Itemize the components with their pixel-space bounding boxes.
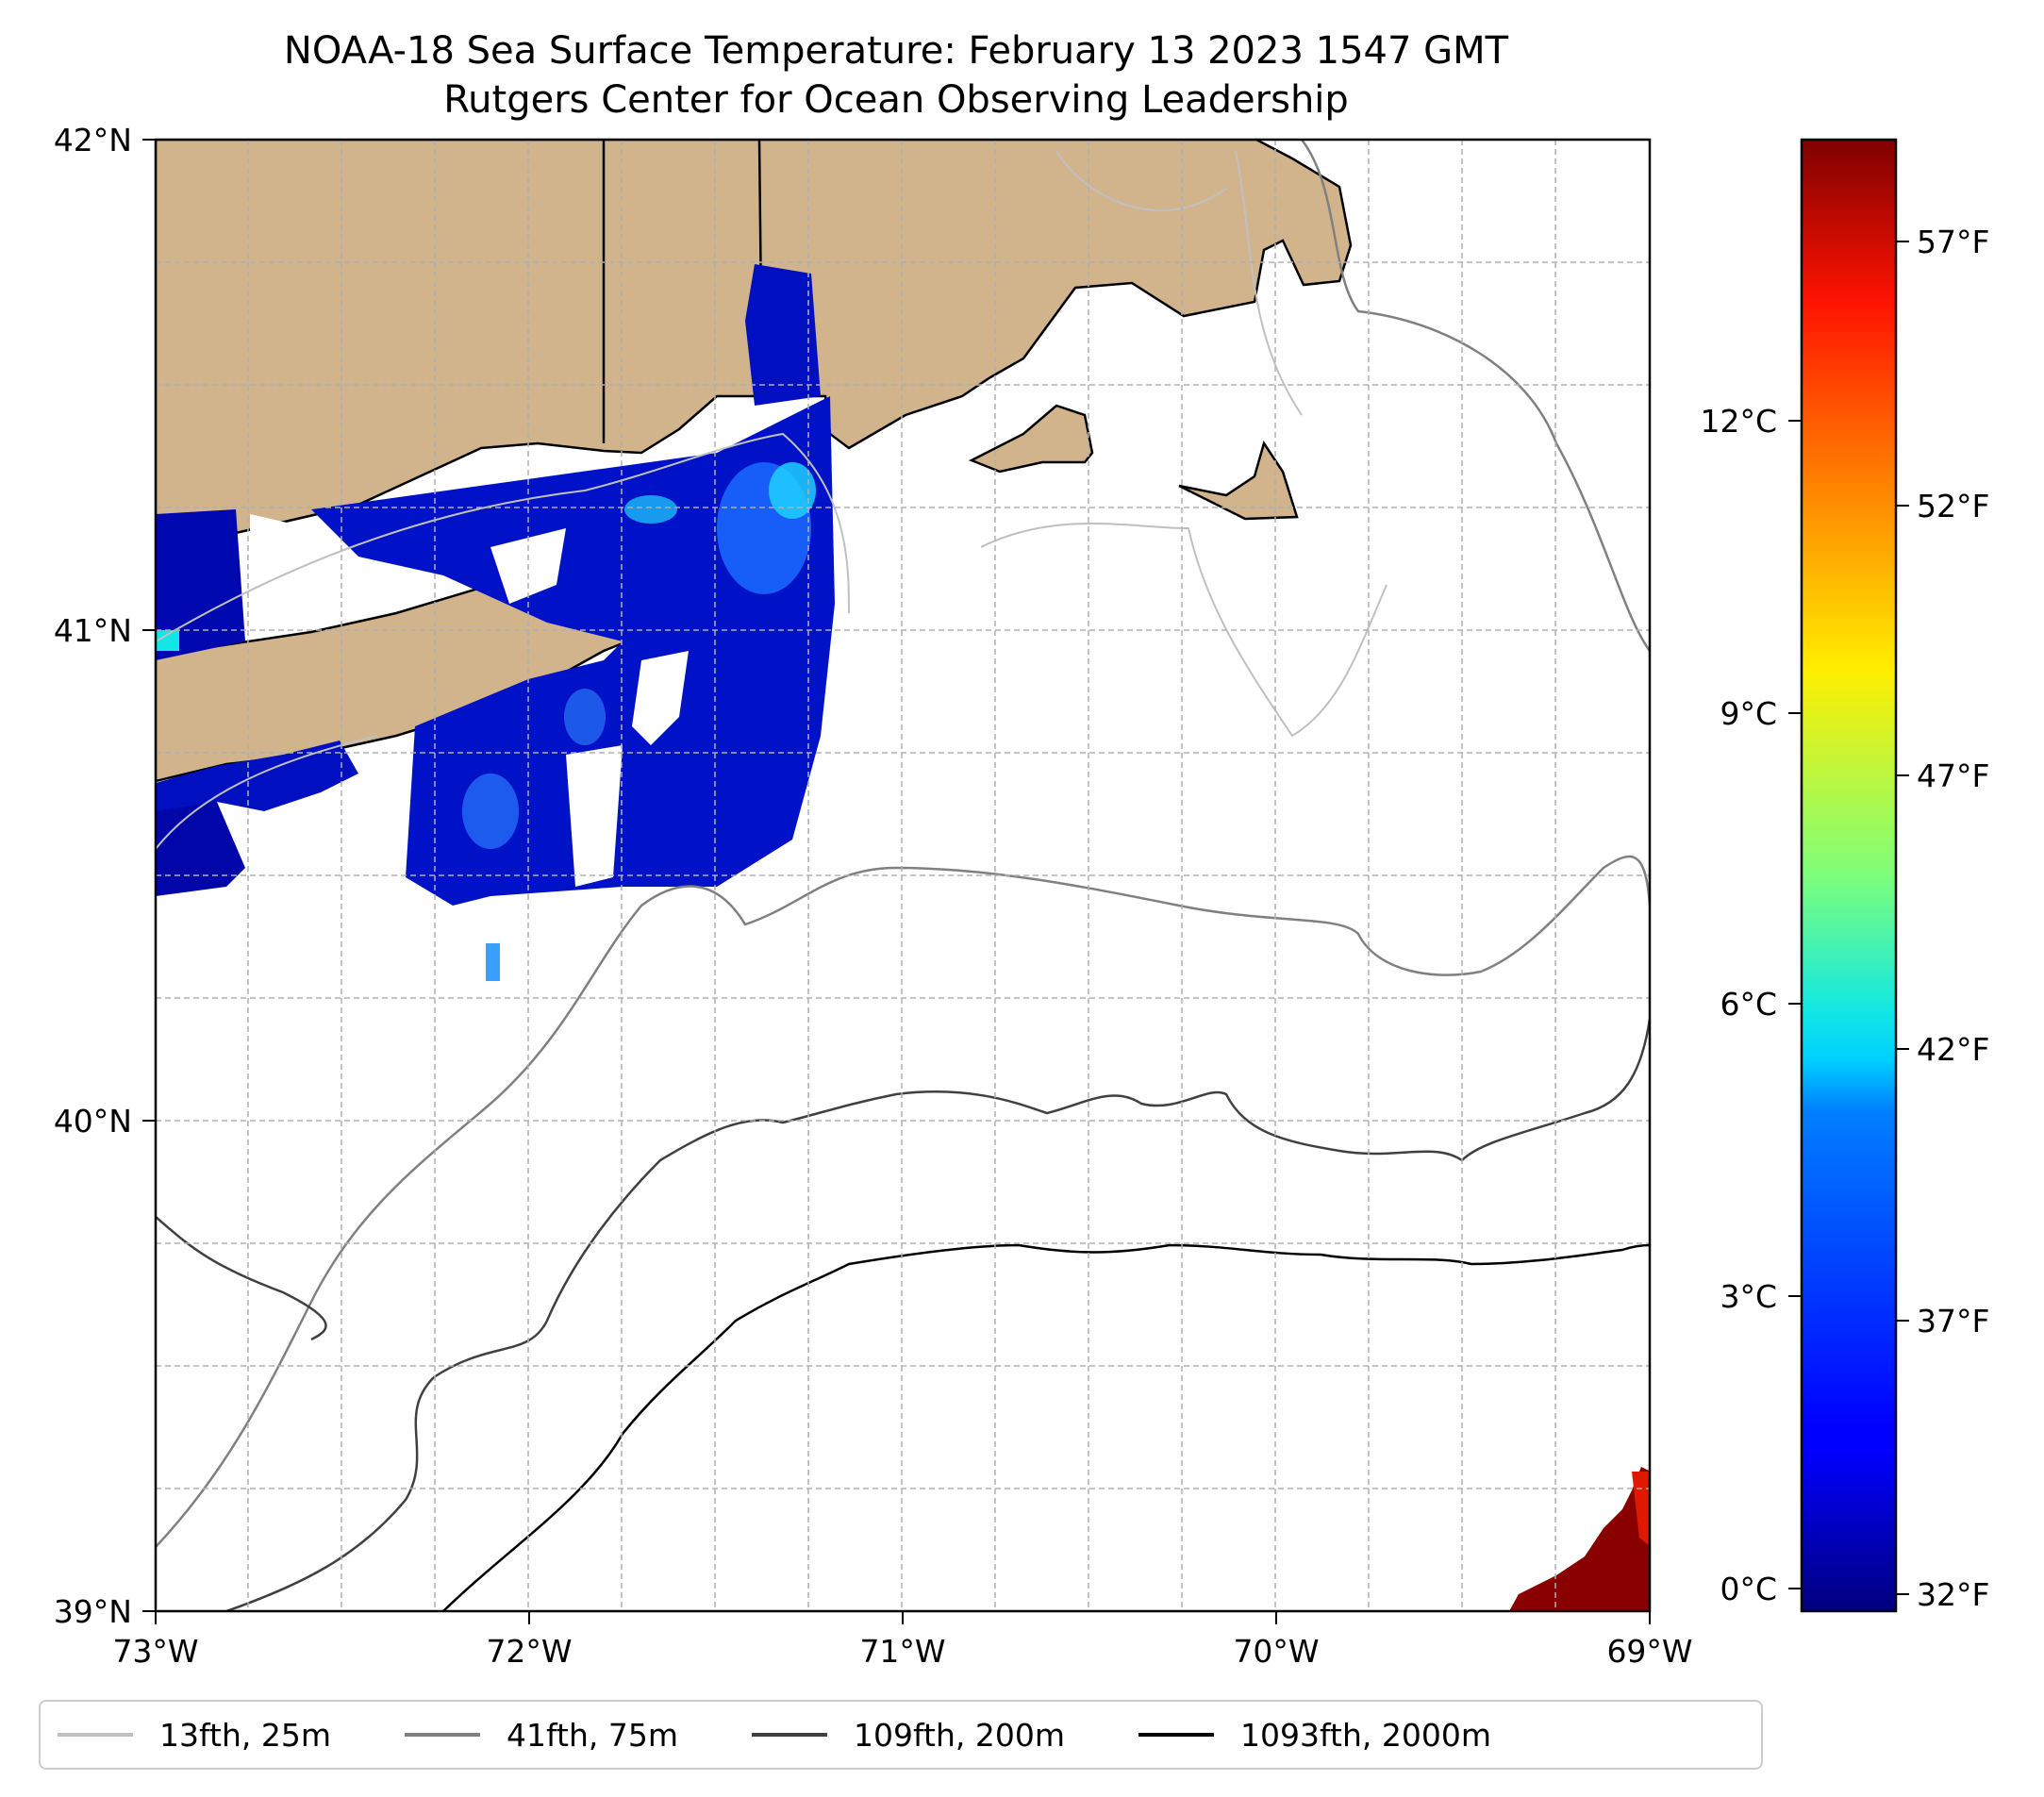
legend-label: 1093fth, 2000m: [1240, 1716, 1491, 1754]
x-tick-label: 73°W: [112, 1633, 198, 1670]
colorbar-fahrenheit-tick: 52°F: [1917, 488, 1989, 524]
x-tick-label: 70°W: [1233, 1633, 1319, 1670]
sst-swath: [156, 264, 835, 981]
colorbar-fahrenheit-tick: 37°F: [1917, 1303, 1989, 1339]
legend-line-200m: [752, 1733, 827, 1737]
legend-item: 41fth, 75m: [388, 1717, 678, 1754]
x-tick-label: 72°W: [486, 1633, 572, 1670]
contour-legend: 13fth, 25m 41fth, 75m 109fth, 200m 1093f…: [39, 1700, 1763, 1770]
colorbar-fahrenheit-tick: 32°F: [1917, 1576, 1989, 1613]
y-tick-label: 39°N: [54, 1593, 132, 1630]
legend-line-2000m: [1138, 1733, 1214, 1737]
x-tick-label: 71°W: [859, 1633, 945, 1670]
land-marthas-vineyard: [968, 404, 1094, 474]
legend-item: 1093fth, 2000m: [1122, 1717, 1491, 1754]
legend-label: 41fth, 75m: [507, 1716, 678, 1754]
land-nantucket: [1178, 441, 1299, 521]
contour-2000m: [442, 1243, 1650, 1611]
legend-label: 13fth, 25m: [159, 1716, 331, 1754]
contour-25m: [156, 150, 1388, 850]
colorbar-celsius-tick: 9°C: [1720, 695, 1777, 732]
x-tick-label: 69°W: [1606, 1633, 1692, 1670]
legend-label: 109fth, 200m: [854, 1716, 1065, 1754]
legend-line-25m: [58, 1733, 133, 1737]
colorbar-fahrenheit-tick: 47°F: [1917, 757, 1989, 794]
contour-200m: [156, 1018, 1650, 1611]
colorbar-fahrenheit-tick: 57°F: [1917, 224, 1989, 260]
map-title: NOAA-18 Sea Surface Temperature: Februar…: [283, 29, 1509, 73]
legend-item: 109fth, 200m: [735, 1717, 1065, 1754]
legend-line-75m: [405, 1733, 480, 1737]
colorbar-celsius-tick: 0°C: [1720, 1571, 1777, 1607]
colorbar: [1800, 138, 1898, 1613]
colorbar-celsius-tick: 3°C: [1720, 1278, 1777, 1315]
y-tick-label: 42°N: [54, 122, 132, 158]
colorbar-celsius-tick: 6°C: [1720, 986, 1777, 1023]
legend-item: 13fth, 25m: [41, 1717, 331, 1754]
gridlines: [156, 140, 1650, 1611]
contour-75m: [156, 140, 1650, 1548]
colorbar-celsius-tick: 12°C: [1700, 403, 1777, 440]
colorbar-fahrenheit-tick: 42°F: [1917, 1031, 1989, 1068]
warm-water-patch: [1509, 1467, 1650, 1611]
y-tick-label: 41°N: [54, 612, 132, 649]
map-subtitle: Rutgers Center for Ocean Observing Leade…: [443, 78, 1349, 122]
y-tick-label: 40°N: [54, 1103, 132, 1140]
